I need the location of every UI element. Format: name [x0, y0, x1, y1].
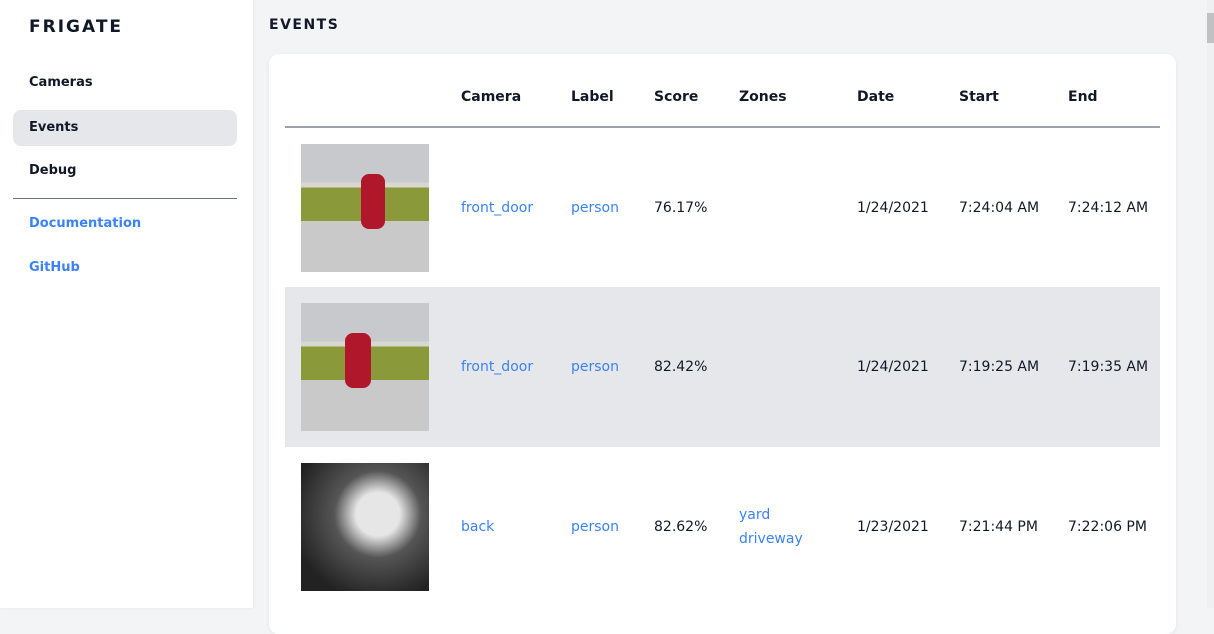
- table-row[interactable]: front_door person 82.42% 1/24/2021 7:19:…: [285, 287, 1160, 447]
- date: 1/23/2021: [857, 519, 929, 535]
- start-time: 7:21:44 PM: [959, 519, 1038, 535]
- label-link[interactable]: person: [571, 287, 654, 447]
- header-end: End: [1068, 54, 1160, 128]
- header-date: Date: [857, 54, 959, 128]
- event-thumbnail[interactable]: [301, 303, 429, 431]
- link-github[interactable]: GitHub: [29, 260, 80, 275]
- zones: [739, 127, 857, 287]
- end-time: 7:22:06 PM: [1068, 519, 1147, 535]
- end-time: 7:24:12 AM: [1068, 199, 1149, 216]
- end-time: 7:19:35 AM: [1068, 287, 1160, 447]
- sidebar-item-events[interactable]: Events: [13, 110, 237, 146]
- page-title: EVENTS: [269, 17, 340, 33]
- score: 82.42%: [654, 287, 739, 447]
- header-thumbnail: [285, 54, 461, 128]
- score: 76.17%: [654, 199, 708, 216]
- sidebar-item-debug[interactable]: Debug: [29, 163, 77, 178]
- event-thumbnail[interactable]: [301, 143, 429, 272]
- camera-link[interactable]: back: [461, 519, 495, 535]
- header-camera: Camera: [461, 54, 571, 128]
- app-logo: FRIGATE: [29, 17, 124, 37]
- sidebar: FRIGATE Cameras Events Debug Documentati…: [0, 0, 253, 608]
- score: 82.62%: [654, 519, 708, 535]
- header-label: Label: [571, 54, 654, 128]
- header-score: Score: [654, 54, 739, 128]
- link-documentation[interactable]: Documentation: [29, 216, 142, 231]
- start-time: 7:24:04 AM: [959, 199, 1040, 216]
- zone-link[interactable]: driveway: [739, 531, 803, 547]
- table-row[interactable]: back person 82.62% yard driveway 1/23/202…: [285, 447, 1160, 607]
- zones: yard driveway: [739, 447, 857, 607]
- zone-link[interactable]: yard: [739, 507, 771, 523]
- sidebar-divider: [13, 198, 237, 199]
- camera-link[interactable]: front_door: [461, 287, 571, 447]
- header-zones: Zones: [739, 54, 857, 128]
- zones: [739, 287, 857, 447]
- label-link[interactable]: person: [571, 519, 619, 535]
- date: 1/24/2021: [857, 287, 959, 447]
- camera-link[interactable]: front_door: [461, 199, 534, 216]
- main: EVENTS Camera Label Score Zones Date Sta…: [253, 0, 1207, 634]
- label-link[interactable]: person: [571, 199, 619, 216]
- event-thumbnail[interactable]: [301, 463, 429, 591]
- scrollbar[interactable]: [1207, 0, 1214, 608]
- scrollbar-thumb[interactable]: [1207, 13, 1214, 43]
- header-start: Start: [959, 54, 1068, 128]
- events-table: Camera Label Score Zones Date Start End …: [285, 54, 1160, 607]
- table-row[interactable]: front_door person 76.17% 1/24/2021 7:24:…: [285, 127, 1160, 287]
- events-card: Camera Label Score Zones Date Start End …: [269, 54, 1176, 634]
- date: 1/24/2021: [857, 199, 929, 216]
- sidebar-item-cameras[interactable]: Cameras: [29, 75, 93, 90]
- start-time: 7:19:25 AM: [959, 287, 1068, 447]
